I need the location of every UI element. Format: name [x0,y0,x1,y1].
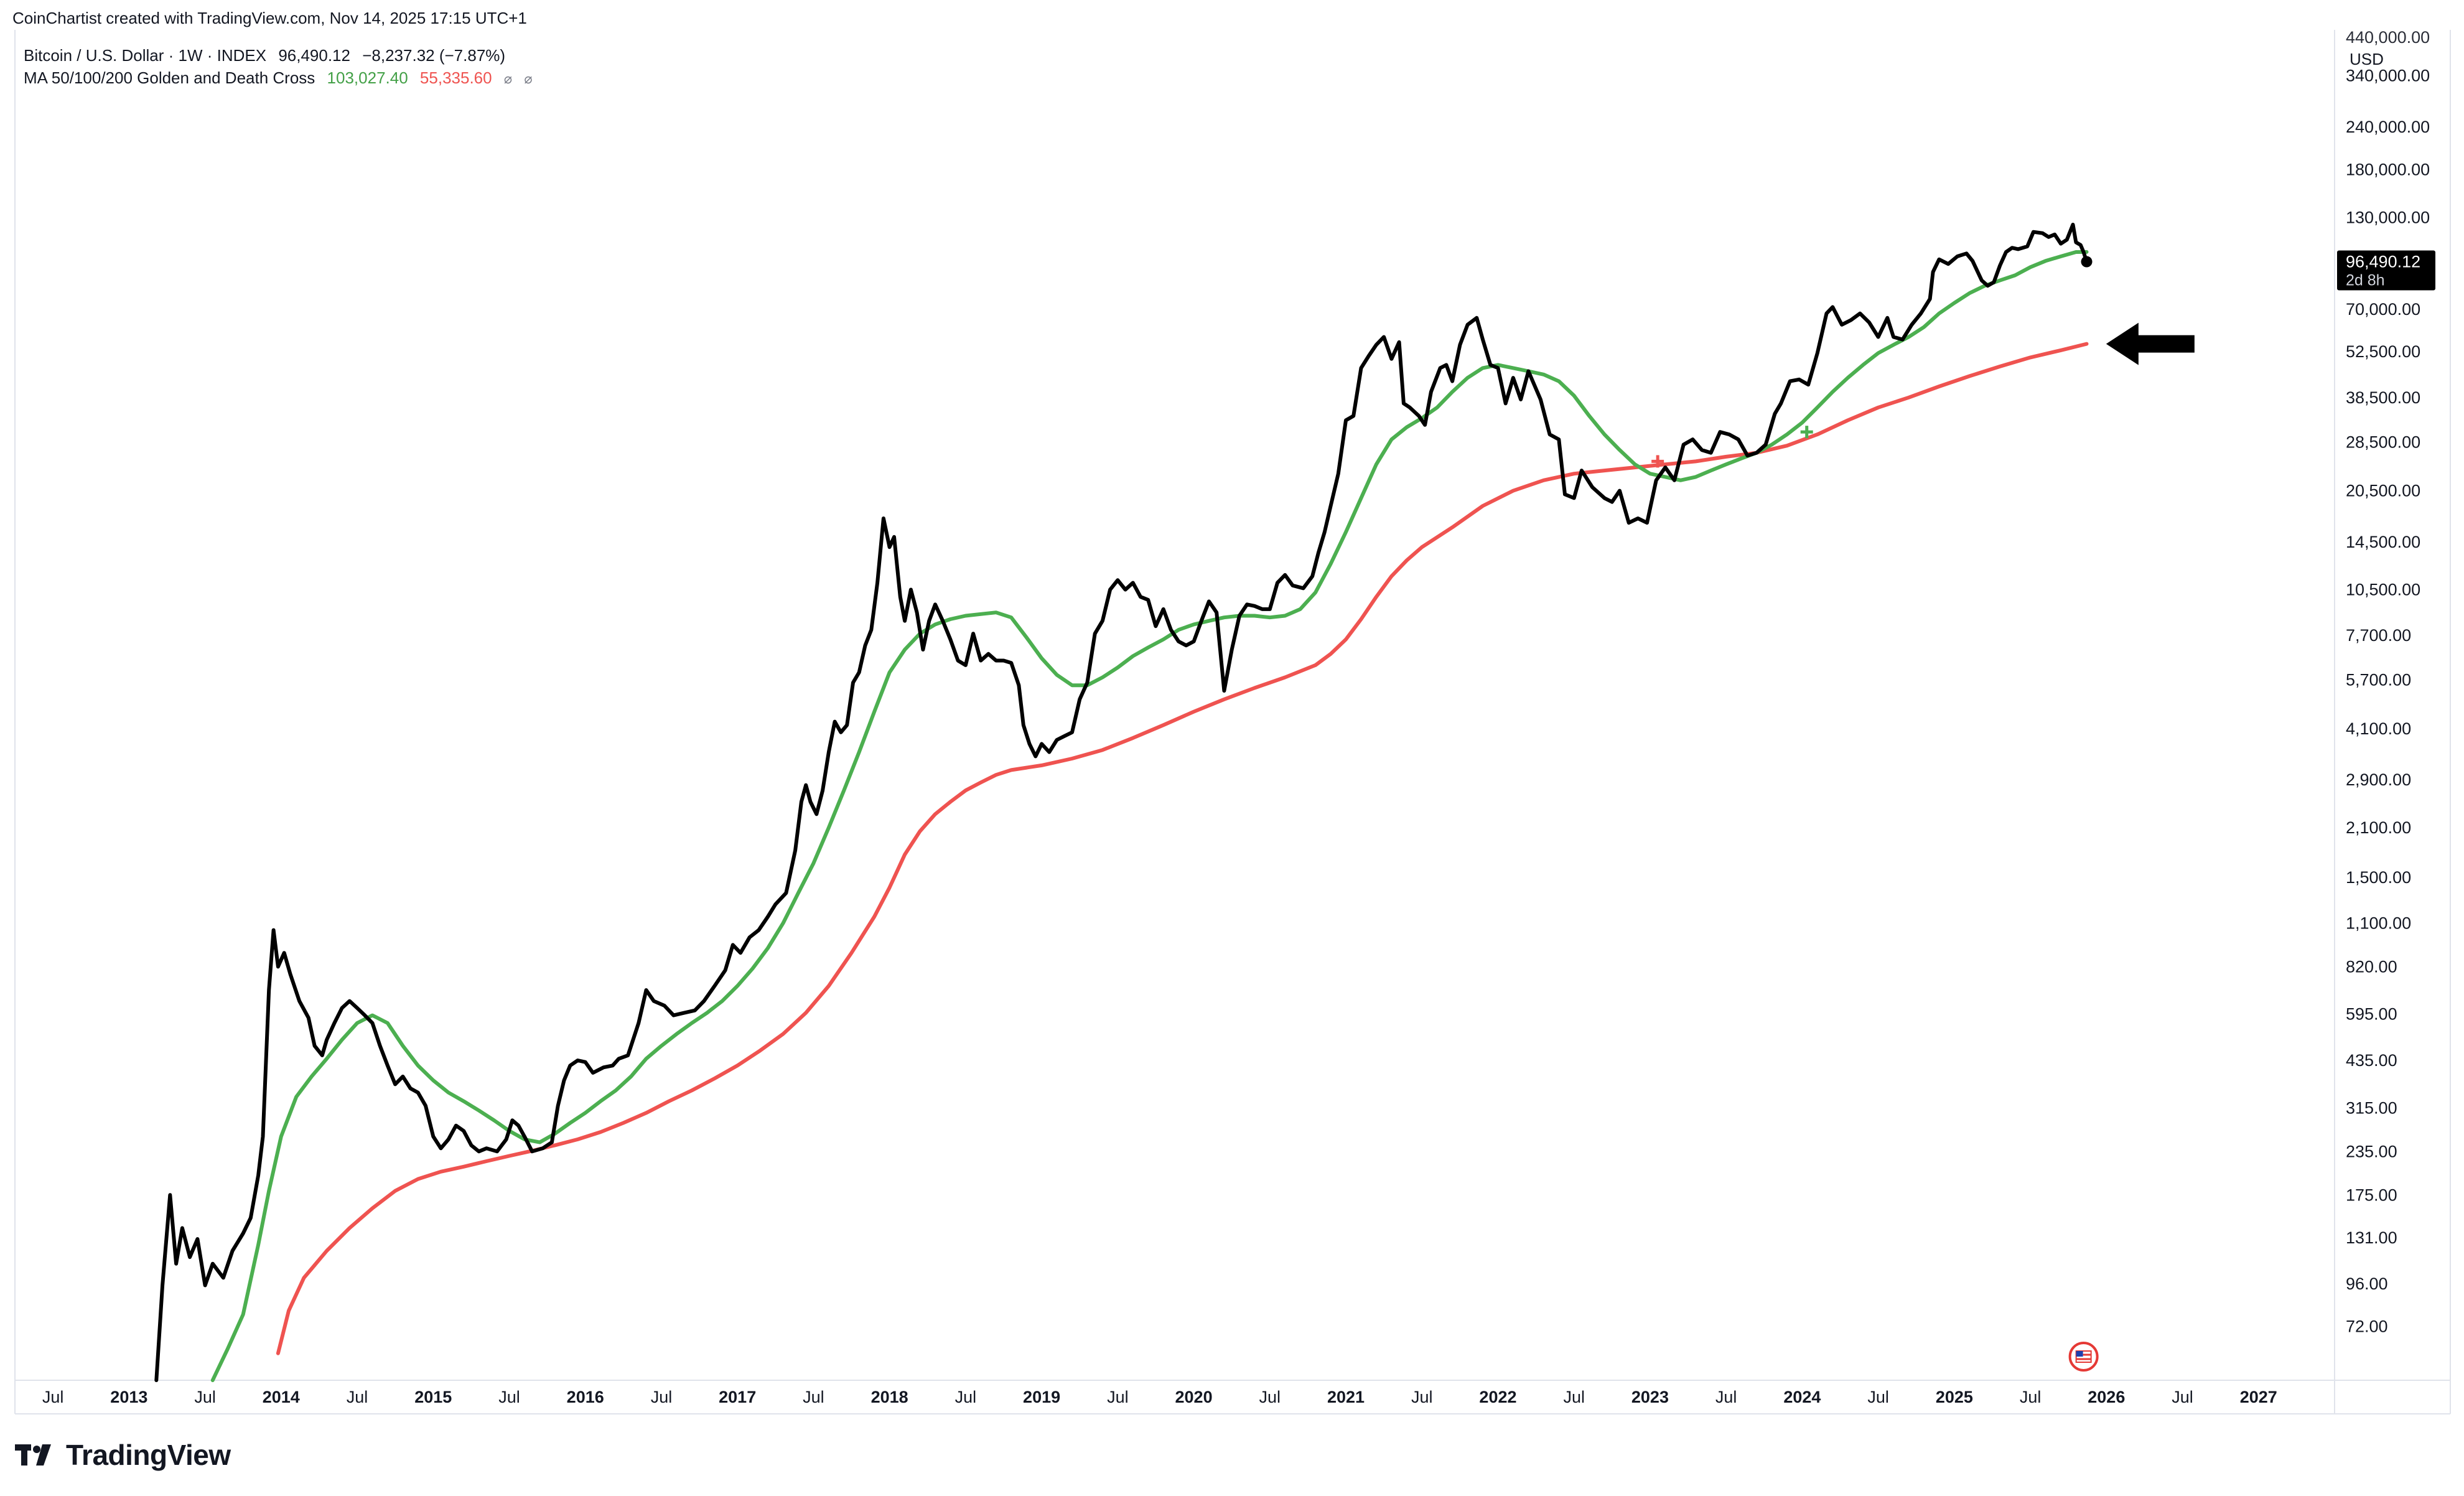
brand-name: TradingView [66,1439,231,1471]
time-tick-month: Jul [498,1388,520,1406]
time-tick-year: 2025 [1936,1388,1973,1406]
price-tick-label: 1,100.00 [2346,914,2411,933]
price-tick-label: 820.00 [2346,957,2397,976]
time-tick-year: 2013 [110,1388,147,1406]
ma-fast-line [210,250,2089,1382]
arrow-left-icon [2106,322,2195,365]
time-tick-year: 2017 [719,1388,756,1406]
last-price: 96,490.12 [278,46,350,65]
time-tick-year: 2026 [2088,1388,2125,1406]
price-tick-label: 20,500.00 [2346,482,2420,500]
time-tick-month: Jul [1563,1388,1585,1406]
price-tick-label: 175.00 [2346,1185,2397,1204]
price-axis-header [2336,39,2449,75]
price-tick-label: 595.00 [2346,1005,2397,1024]
price-tick-label: 7,700.00 [2346,626,2411,645]
time-tick-month: Jul [1107,1388,1129,1406]
flag-canton [2076,1351,2083,1357]
time-tick-month: Jul [2172,1388,2193,1406]
price-tick-label: 315.00 [2346,1099,2397,1118]
price-tick-label: 70,000.00 [2346,300,2420,319]
time-tick-month: Jul [1715,1388,1737,1406]
time-tick-year: 2019 [1023,1388,1060,1406]
chart-credit: CoinChartist created with TradingView.co… [12,9,527,27]
price-change: −8,237.32 (−7.87%) [362,46,506,65]
price-tick-label: 130,000.00 [2346,208,2430,227]
price-tick-label: 180,000.00 [2346,160,2430,179]
eye-off-icon[interactable]: ⌀ [524,71,533,86]
symbol-legend[interactable]: Bitcoin / U.S. Dollar · 1W · INDEX 96,49… [24,46,513,65]
ma-slow-value: 55,335.60 [419,68,492,87]
time-tick-month: Jul [1259,1388,1281,1406]
price-axis[interactable]: USD 440,000.00 340,000.00 240,000.00 180,000… [2336,28,2449,1335]
price-tick-label: 96.00 [2346,1274,2388,1293]
time-tick-month: Jul [2020,1388,2042,1406]
symbol-name[interactable]: Bitcoin / U.S. Dollar · 1W · INDEX [24,46,267,65]
price-tick-label: 440,000.00 [2346,28,2430,47]
time-tick-month: Jul [42,1388,64,1406]
price-tick-label: 38,500.00 [2346,388,2420,407]
last-price-dot [2081,256,2093,268]
badge-price: 96,490.12 [2346,253,2420,271]
time-tick-year: 2016 [567,1388,604,1406]
time-tick-month: Jul [955,1388,977,1406]
badge-countdown: 2d 8h [2346,272,2385,289]
time-tick-year: 2021 [1327,1388,1365,1406]
price-tick-label: 1,500.00 [2346,868,2411,887]
price-tick-label: 10,500.00 [2346,581,2420,599]
badge-background [2337,250,2435,291]
time-tick-year: 2023 [1631,1388,1669,1406]
chart-frame [14,30,2451,1414]
price-tick-label: 5,700.00 [2346,671,2411,690]
cross-marker [1800,426,1813,439]
time-tick-year: 2014 [263,1388,300,1406]
time-tick-month: Jul [651,1388,673,1406]
price-axis-unit: USD [2350,50,2384,68]
time-tick-year: 2022 [1479,1388,1516,1406]
price-tick-label: 235.00 [2346,1142,2397,1161]
price-tick-label: 28,500.00 [2346,432,2420,451]
us-event-flag-icon[interactable] [2068,1342,2099,1372]
price-tick-label: 2,100.00 [2346,818,2411,837]
tradingview-brand[interactable]: TradingView [15,1438,231,1472]
time-tick-month: Jul [803,1388,824,1406]
time-tick-year: 2015 [414,1388,452,1406]
price-tick-label: 435.00 [2346,1051,2397,1070]
ma-slow-line [276,342,2089,1355]
price-tick-label: 340,000.00 [2346,66,2430,85]
tradingview-logo-icon [15,1444,51,1466]
time-axis[interactable]: Jul 2013 Jul 2014 Jul 2015 Jul 2016 Jul 2017 Jul 20… [42,1388,2277,1406]
time-tick-month: Jul [1411,1388,1433,1406]
ma-indicator-name[interactable]: MA 50/100/200 Golden and Death Cross [24,68,315,87]
price-tick-label: 14,500.00 [2346,533,2420,551]
time-tick-month: Jul [194,1388,216,1406]
price-line [154,222,2089,1382]
price-tick-label: 131.00 [2346,1228,2397,1247]
ma-fast-value: 103,027.40 [327,68,408,87]
cross-marker [1651,455,1664,468]
price-tick-label: 2,900.00 [2346,770,2411,789]
price-tick-label: 52,500.00 [2346,342,2420,361]
price-tick-label: 4,100.00 [2346,719,2411,738]
time-tick-year: 2018 [871,1388,908,1406]
time-tick-month: Jul [1867,1388,1889,1406]
ma-legend[interactable]: MA 50/100/200 Golden and Death Cross 103… [24,68,540,88]
time-tick-year: 2027 [2240,1388,2277,1406]
price-tick-label: 72.00 [2346,1317,2388,1335]
time-tick-month: Jul [347,1388,368,1406]
series-lines [154,222,2089,1382]
time-tick-year: 2020 [1175,1388,1213,1406]
time-tick-year: 2024 [1783,1388,1821,1406]
price-tick-label: 240,000.00 [2346,118,2430,136]
eye-off-icon[interactable]: ⌀ [503,71,513,86]
